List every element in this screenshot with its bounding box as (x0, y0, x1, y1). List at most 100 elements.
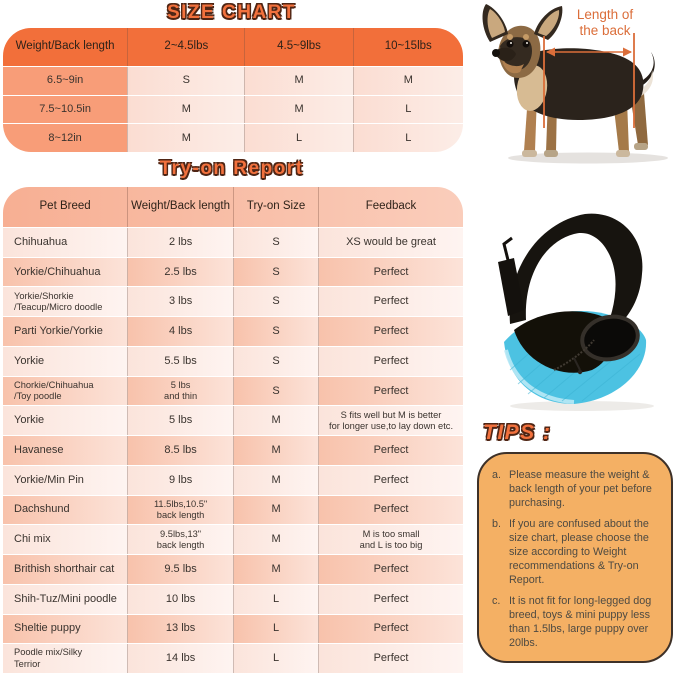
column-header: Pet Breed (39, 200, 91, 213)
table-row: Yorkie/Chihuahua 2.5 lbs S Perfect (3, 256, 463, 287)
cell-weight: 2 lbs (127, 228, 233, 257)
cell-feedback: Perfect (318, 555, 463, 584)
size-chart-body: 6.5~9in S M M 7.5~10.5in M M L 8~12in M … (3, 66, 463, 152)
cell-feedback: Perfect (318, 495, 463, 525)
table-row: 8~12in M L L (3, 123, 463, 152)
cell-size: L (352, 95, 463, 124)
tips-title: TIPS : (483, 421, 552, 444)
column-header: Weight/Back length (15, 40, 115, 53)
cell-tryon-size: S (232, 376, 319, 406)
size-chart-table: Weight/Back length 2~4.5lbs 4.5~9lbs 10~… (3, 28, 463, 152)
cell-size: M (127, 124, 245, 152)
tip-item: b. If you are confused about the size ch… (492, 517, 662, 587)
cell-tryon-size: M (232, 525, 319, 555)
cell-pet-breed: Brithish shorthair cat (3, 555, 128, 584)
cell-pet-breed: Chihuahua (3, 228, 128, 257)
cell-tryon-size: M (232, 495, 319, 525)
cell-weight: 14 lbs (127, 644, 233, 673)
cell-feedback: Perfect (318, 436, 463, 465)
table-row: Chihuahua 2 lbs S XS would be great (3, 227, 463, 257)
cell-feedback: Perfect (318, 614, 463, 644)
cell-pet-breed: Yorkie (3, 346, 128, 376)
cell-size: M (244, 95, 353, 124)
tip-key: a. (492, 469, 502, 481)
cell-size: M (352, 67, 463, 95)
pet-sling-product-photo (498, 213, 654, 411)
tips-box: a. Please measure the weight & back leng… (477, 452, 673, 663)
tip-text: Please measure the weight & back length … (509, 469, 652, 510)
cell-feedback: Perfect (318, 257, 463, 287)
table-row: Shih-Tuz/Mini poodle 10 lbs L Perfect (3, 583, 463, 614)
chihuahua-photo (482, 4, 668, 164)
cell-pet-breed: Parti Yorkie/Yorkie (3, 317, 128, 346)
cell-pet-breed: Shih-Tuz/Mini poodle (3, 584, 128, 614)
cell-tryon-size: M (232, 465, 319, 495)
cell-feedback: Perfect (318, 644, 463, 673)
cell-tryon-size: L (232, 614, 319, 644)
cell-tryon-size: S (232, 228, 319, 257)
tip-item: a. Please measure the weight & back leng… (492, 468, 662, 510)
tryon-body: Chihuahua 2 lbs S XS would be great York… (3, 227, 463, 673)
cell-weight: 8.5 lbs (127, 436, 233, 465)
table-row: Brithish shorthair cat 9.5 lbs M Perfect (3, 554, 463, 584)
tip-text: It is not fit for long-legged dog breed,… (509, 595, 652, 650)
column-header: Feedback (318, 187, 463, 227)
tryon-report-table: Pet Breed Weight/Back length Try-on Size… (3, 187, 463, 673)
cell-pet-breed: Yorkie/Shorkie /Teacup/Micro doodle (3, 287, 128, 317)
table-row: Poodle mix/Silky Terrior 14 lbs L Perfec… (3, 643, 463, 673)
cell-tryon-size: M (232, 406, 319, 436)
size-chart-header-row: Weight/Back length 2~4.5lbs 4.5~9lbs 10~… (3, 28, 463, 66)
tip-key: c. (492, 595, 501, 608)
cell-back-length: 6.5~9in (3, 67, 128, 95)
cell-tryon-size: L (232, 584, 319, 614)
cell-pet-breed: Poodle mix/Silky Terrior (3, 644, 128, 673)
cell-weight: 9.5 lbs (127, 555, 233, 584)
cell-weight: 2.5 lbs (127, 257, 233, 287)
tryon-header-row: Pet Breed Weight/Back length Try-on Size… (3, 187, 463, 227)
cell-tryon-size: S (232, 257, 319, 287)
cell-tryon-size: S (232, 287, 319, 317)
cell-weight: 5 lbs (127, 406, 233, 436)
cell-feedback: Perfect (318, 287, 463, 317)
table-row: Yorkie/Min Pin 9 lbs M Perfect (3, 464, 463, 495)
table-row: 7.5~10.5in M M L (3, 94, 463, 124)
cell-size: M (127, 95, 245, 124)
table-row: Chorkie/Chihuahua /Toy poodle 5 lbs and … (3, 375, 463, 406)
cell-back-length: 7.5~10.5in (3, 95, 128, 124)
cell-feedback: Perfect (318, 317, 463, 346)
cell-feedback: Perfect (318, 465, 463, 495)
cell-pet-breed: Dachshund (3, 495, 128, 525)
measure-arrow (543, 33, 635, 128)
table-row: Parti Yorkie/Yorkie 4 lbs S Perfect (3, 316, 463, 346)
table-row: Yorkie/Shorkie /Teacup/Micro doodle 3 lb… (3, 286, 463, 317)
cell-size: S (127, 67, 245, 95)
measure-label: Length of the back (576, 7, 634, 38)
tryon-report-title: Try-on Report (159, 158, 304, 179)
table-row: Chi mix 9.5lbs,13" back length M M is to… (3, 524, 463, 555)
cell-weight: 5 lbs and thin (127, 376, 233, 406)
cell-feedback: M is too small and L is too big (318, 525, 463, 555)
cell-pet-breed: Havanese (3, 436, 128, 465)
cell-tryon-size: M (232, 555, 319, 584)
cell-feedback: Perfect (318, 584, 463, 614)
cell-tryon-size: S (232, 317, 319, 346)
cell-pet-breed: Sheltie puppy (3, 614, 128, 644)
cell-weight: 3 lbs (127, 287, 233, 317)
cell-tryon-size: L (232, 644, 319, 673)
cell-weight: 9 lbs (127, 465, 233, 495)
cell-feedback: Perfect (318, 376, 463, 406)
cell-tryon-size: S (232, 346, 319, 376)
cell-pet-breed: Yorkie (3, 406, 128, 436)
cell-size: L (352, 124, 463, 152)
table-row: Sheltie puppy 13 lbs L Perfect (3, 613, 463, 644)
table-row: Havanese 8.5 lbs M Perfect (3, 435, 463, 465)
table-row: Dachshund 11.5lbs,10.5" back length M Pe… (3, 494, 463, 525)
cell-weight: 11.5lbs,10.5" back length (127, 495, 233, 525)
table-row: Yorkie 5 lbs M S fits well but M is bett… (3, 405, 463, 436)
size-chart-title: SIZE CHART (167, 2, 296, 23)
column-header: 10~15lbs (352, 28, 463, 66)
cell-feedback: S fits well but M is better for longer u… (318, 406, 463, 436)
tip-text: If you are confused about the size chart… (509, 518, 649, 587)
cell-weight: 5.5 lbs (127, 346, 233, 376)
